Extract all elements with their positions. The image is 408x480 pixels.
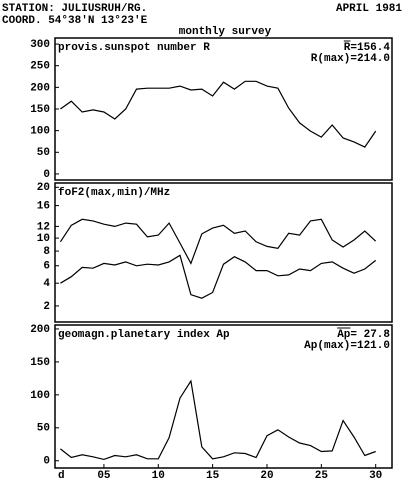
y-tick-label: 50 xyxy=(37,423,50,435)
y-tick-label: 200 xyxy=(30,324,50,336)
y-tick-label: 2 xyxy=(43,301,50,313)
annotation: Ap= 27.8 xyxy=(337,329,390,341)
y-tick-label: 100 xyxy=(30,126,50,138)
data-line xyxy=(60,254,377,299)
x-tick-label: 25 xyxy=(315,470,329,480)
x-axis-label: d xyxy=(58,470,65,480)
x-tick-label: 10 xyxy=(152,470,165,480)
y-tick-label: 4 xyxy=(43,278,50,290)
panel-title: provis.sunspot number R xyxy=(58,42,210,54)
y-tick-label: 50 xyxy=(37,147,50,159)
data-line xyxy=(60,379,376,461)
panel-frame xyxy=(54,324,393,469)
y-tick-label: 0 xyxy=(43,456,50,468)
date: APRIL 1981 xyxy=(336,3,402,15)
y-tick-label: 10 xyxy=(37,233,50,245)
y-tick-label: 150 xyxy=(30,104,50,116)
y-tick-label: 12 xyxy=(37,221,50,233)
x-tick-label: 05 xyxy=(97,470,111,480)
y-tick-label: 8 xyxy=(43,246,50,258)
x-tick-label: 20 xyxy=(260,470,273,480)
annotation: Ap(max)=121.0 xyxy=(304,340,390,352)
coord: COORD. 54°38'N 13°23'E xyxy=(2,15,148,27)
station: STATION: JULIUSRUH/RG. xyxy=(2,3,147,15)
annotation: R=156.4 xyxy=(344,42,391,54)
panel-title: geomagn.planetary index Ap xyxy=(58,329,230,341)
y-tick-label: 300 xyxy=(30,39,50,51)
y-tick-label: 6 xyxy=(43,261,50,273)
subtitle: monthly survey xyxy=(179,26,272,38)
x-tick-label: 30 xyxy=(369,470,382,480)
data-line xyxy=(60,80,377,148)
x-tick-label: 15 xyxy=(206,470,220,480)
y-tick-label: 16 xyxy=(37,201,50,213)
annotation: R(max)=214.0 xyxy=(311,53,390,65)
data-line xyxy=(59,218,377,265)
y-tick-label: 0 xyxy=(43,169,50,181)
y-tick-label: 250 xyxy=(30,61,50,73)
panel-frame xyxy=(54,182,393,323)
y-tick-label: 200 xyxy=(30,82,50,94)
y-tick-label: 100 xyxy=(30,390,50,402)
panel-title: foF2(max,min)/MHz xyxy=(58,187,170,199)
y-tick-label: 20 xyxy=(37,182,50,194)
y-tick-label: 150 xyxy=(30,357,50,369)
